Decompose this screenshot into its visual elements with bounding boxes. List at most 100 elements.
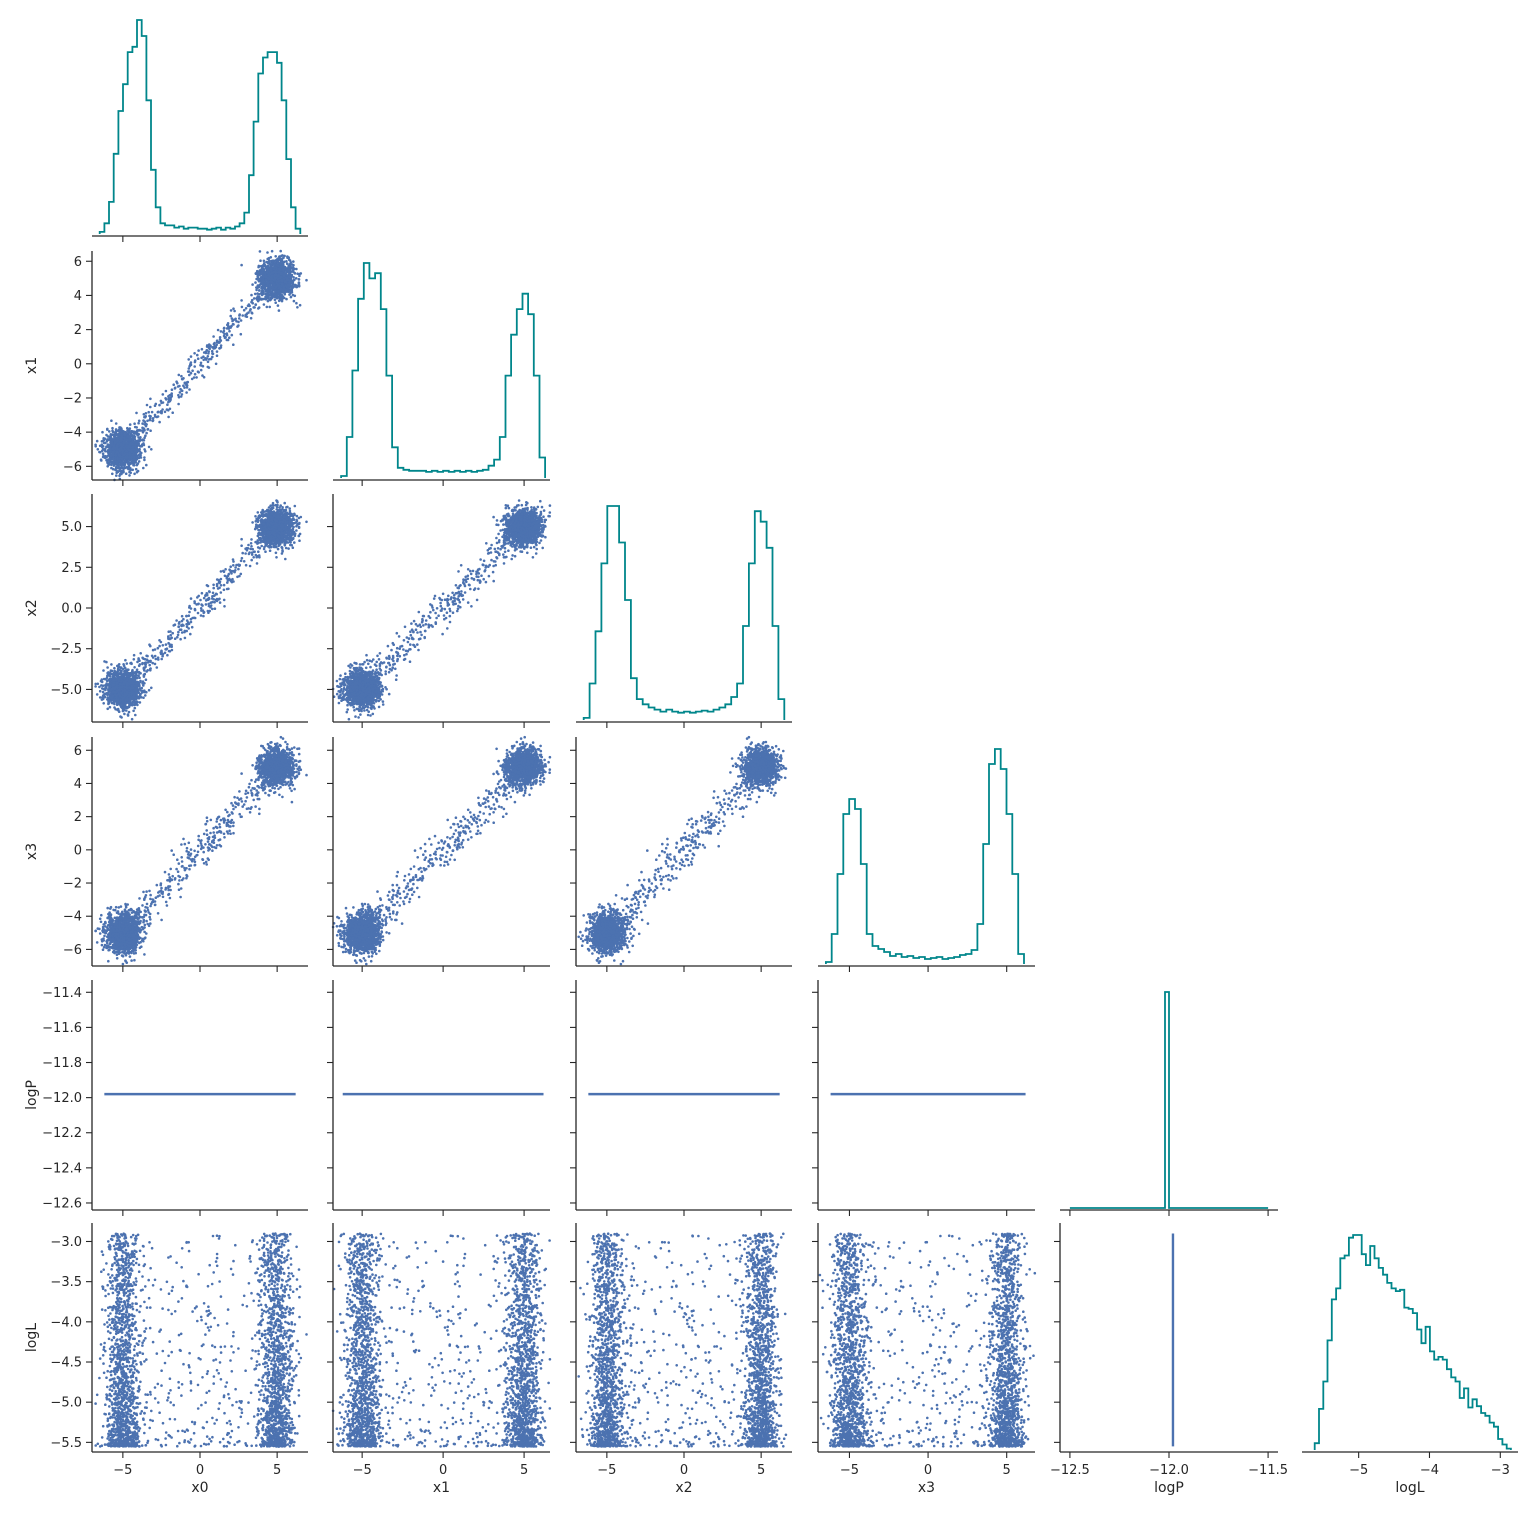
scatter-point [277, 299, 281, 303]
scatter-point [177, 393, 180, 397]
scatter-point [251, 521, 254, 524]
scatter-point [189, 363, 192, 366]
scatter-point [282, 274, 286, 278]
scatter-point [167, 398, 171, 402]
scatter-point [240, 537, 243, 541]
scatter-point [117, 453, 121, 457]
scatter-point [100, 440, 104, 443]
scatter-point [282, 277, 286, 280]
scatter-point [209, 357, 213, 361]
scatter-point [163, 410, 167, 414]
scatter-point [281, 549, 284, 552]
scatter-point [146, 419, 149, 423]
scatter-point [143, 415, 146, 419]
scatter-point [284, 272, 288, 276]
scatter-point [135, 676, 139, 680]
scatter-point [142, 413, 146, 416]
scatter-point [133, 422, 136, 426]
scatter-point [296, 306, 299, 309]
scatter-point [267, 277, 271, 281]
scatter-point [141, 426, 144, 430]
scatter-point [283, 267, 287, 270]
scatter-point [266, 288, 269, 291]
scatter-point [262, 291, 265, 295]
scatter-point [123, 436, 126, 440]
scatter-point [171, 411, 174, 415]
scatter-point [145, 423, 148, 426]
scatter-point [128, 423, 132, 426]
scatter-point [130, 430, 133, 433]
scatter-point [124, 456, 127, 459]
scatter-point [126, 441, 129, 445]
scatter-point [260, 297, 264, 301]
scatter-point [215, 350, 219, 353]
scatter-point [109, 447, 112, 451]
scatter-point [169, 393, 172, 397]
scatter-point [262, 303, 266, 306]
scatter-point [234, 566, 237, 569]
scatter-point [279, 249, 283, 253]
scatter-point [280, 279, 284, 282]
scatter-point [254, 281, 257, 284]
scatter-point [199, 363, 202, 367]
y-tick-label: −2 [63, 391, 82, 406]
scatter-point [265, 305, 269, 309]
scatter-point [229, 309, 233, 312]
scatter-point [305, 278, 308, 282]
scatter-point [268, 267, 271, 270]
scatter-point [115, 469, 119, 473]
scatter-point [145, 463, 148, 467]
scatter-point [108, 452, 112, 456]
scatter-point [213, 600, 216, 604]
scatter-point [148, 418, 152, 422]
scatter-point [175, 380, 178, 384]
scatter-point [273, 298, 277, 302]
scatter-point [96, 448, 100, 451]
scatter-point [287, 269, 291, 272]
scatter-point [212, 586, 215, 590]
scatter-point [225, 327, 229, 330]
scatter-point [149, 405, 152, 409]
scatter-point [187, 627, 190, 630]
scatter-point [179, 395, 183, 398]
scatter-point [131, 442, 134, 446]
scatter-point [117, 432, 120, 436]
scatter-point [166, 403, 169, 407]
scatter-point [255, 288, 258, 292]
scatter-point [131, 445, 135, 449]
scatter-point [281, 254, 284, 257]
scatter-point [277, 292, 281, 295]
scatter-point [158, 403, 161, 407]
scatter-point [276, 257, 280, 261]
scatter-point [118, 474, 121, 478]
scatter-point [295, 514, 299, 518]
scatter-point [289, 276, 292, 279]
scatter-point [276, 547, 280, 551]
scatter-point [254, 272, 258, 275]
scatter-point [256, 540, 259, 544]
scatter-point [164, 648, 168, 651]
scatter-point [274, 301, 278, 305]
scatter-point [166, 653, 169, 657]
scatter-point [102, 441, 106, 445]
scatter-point [257, 289, 261, 292]
scatter-point [179, 637, 182, 641]
scatter-point [148, 663, 151, 667]
scatter-point [134, 431, 138, 434]
scatter-point [264, 550, 267, 553]
scatter-point [131, 453, 135, 457]
scatter-point [229, 325, 232, 329]
scatter-point [285, 260, 288, 263]
scatter-point [128, 474, 131, 477]
scatter-point [254, 303, 258, 306]
scatter-point [275, 505, 279, 509]
scatter-point [280, 282, 284, 286]
scatter-point [253, 550, 256, 553]
scatter-point [266, 299, 270, 303]
scatter-point [276, 304, 280, 307]
scatter-point [271, 295, 274, 298]
scatter-point [160, 411, 163, 415]
scatter-point [132, 709, 135, 713]
scatter-point [156, 646, 160, 650]
scatter-point [202, 596, 206, 600]
